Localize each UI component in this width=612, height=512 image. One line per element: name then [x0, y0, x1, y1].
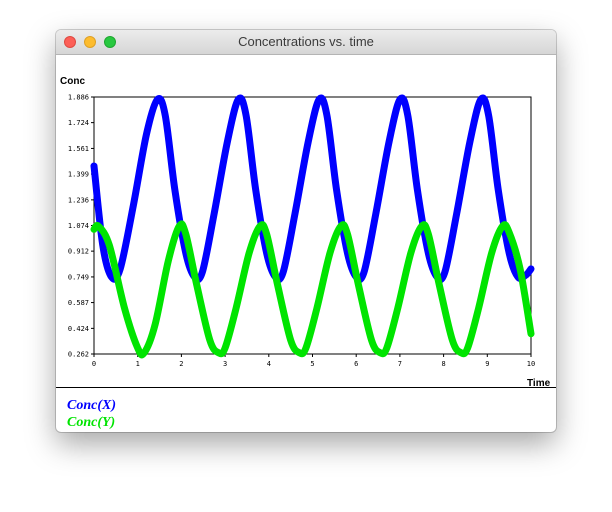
x-tick-label: 7 — [398, 360, 402, 368]
zoom-window-button[interactable] — [104, 36, 116, 48]
y-tick-label: 0.424 — [68, 325, 89, 333]
series-line-conc-x — [90, 94, 535, 284]
y-tick-label: 1.561 — [68, 145, 89, 153]
y-axis-ticks: 0.262 0.424 0.587 0.749 0.912 1.074 1.236 1.399… — [68, 94, 94, 359]
legend-divider — [56, 387, 556, 388]
x-tick-label: 10 — [527, 360, 535, 368]
x-axis-label: Time — [527, 378, 551, 388]
chart-window: Concentrations vs. time Conc Time 0.262 0… — [56, 30, 556, 432]
y-tick-label: 0.912 — [68, 248, 89, 256]
x-tick-label: 4 — [267, 360, 271, 368]
legend-entry-conc-x: Conc(X) — [67, 398, 116, 413]
x-tick-label: 9 — [485, 360, 489, 368]
x-tick-label: 1 — [136, 360, 140, 368]
y-tick-label: 1.399 — [68, 171, 89, 179]
minimize-window-button[interactable] — [84, 36, 96, 48]
x-tick-label: 3 — [223, 360, 227, 368]
y-tick-label: 0.587 — [68, 299, 89, 307]
series-line-conc-y — [90, 220, 535, 359]
plot-area: Conc Time 0.262 0.424 0.587 0.749 0.912 1.074… — [56, 55, 556, 388]
series-group — [90, 94, 535, 359]
x-tick-label: 8 — [441, 360, 445, 368]
y-tick-label: 0.262 — [68, 351, 89, 359]
legend-entry-conc-y: Conc(Y) — [67, 415, 116, 430]
title-bar: Concentrations vs. time — [56, 30, 556, 55]
close-window-button[interactable] — [64, 36, 76, 48]
x-tick-label: 5 — [310, 360, 314, 368]
y-tick-label: 0.749 — [68, 273, 89, 281]
legend: Conc(X) Conc(Y) — [67, 397, 116, 431]
y-tick-label: 1.886 — [68, 94, 89, 102]
y-axis-label: Conc — [60, 76, 85, 87]
y-tick-label: 1.724 — [68, 119, 89, 127]
x-tick-label: 6 — [354, 360, 358, 368]
x-axis-ticks: 0 1 2 3 4 5 6 7 8 9 10 — [92, 354, 535, 368]
y-tick-label: 1.074 — [68, 222, 89, 230]
x-tick-label: 2 — [179, 360, 183, 368]
y-tick-label: 1.236 — [68, 196, 89, 204]
line-chart: Conc Time 0.262 0.424 0.587 0.749 0.912 1.074… — [60, 76, 551, 388]
x-tick-label: 0 — [92, 360, 96, 368]
window-title: Concentrations vs. time — [238, 34, 374, 49]
